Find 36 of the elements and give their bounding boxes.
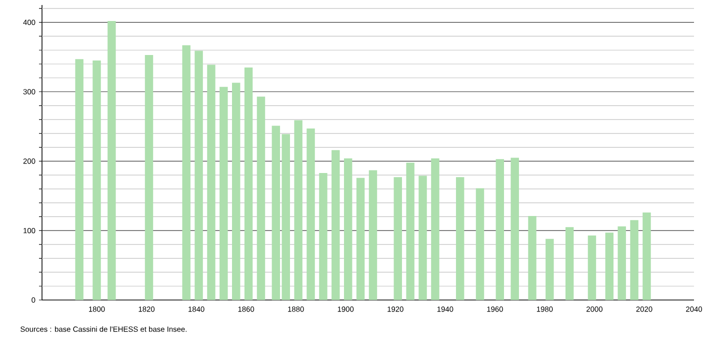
bar	[528, 216, 536, 300]
bar	[565, 227, 574, 300]
bar	[605, 232, 614, 300]
bar	[319, 172, 328, 300]
bar	[546, 238, 554, 300]
bar	[232, 82, 240, 300]
bar	[182, 45, 190, 300]
bar	[476, 188, 484, 300]
bar	[456, 177, 464, 300]
bar	[406, 162, 414, 300]
bar	[220, 86, 228, 300]
bar	[431, 158, 440, 300]
bar	[332, 150, 340, 300]
bar	[344, 158, 352, 300]
bar	[244, 67, 253, 300]
bar	[418, 176, 427, 300]
bar	[630, 220, 638, 300]
bar	[618, 226, 626, 300]
bar	[394, 177, 402, 300]
bar	[75, 59, 84, 300]
bar	[108, 20, 116, 300]
bar	[282, 134, 290, 300]
bar	[306, 128, 315, 300]
bar	[356, 178, 365, 300]
bar	[207, 64, 216, 300]
bar	[256, 96, 266, 300]
bar	[642, 212, 651, 300]
bar	[368, 170, 378, 300]
bar	[588, 235, 596, 300]
bar	[294, 120, 302, 300]
bar	[144, 54, 154, 300]
bar	[92, 60, 101, 300]
bar	[272, 126, 280, 300]
bar	[496, 159, 504, 300]
bar	[194, 50, 203, 300]
bar	[510, 158, 519, 300]
